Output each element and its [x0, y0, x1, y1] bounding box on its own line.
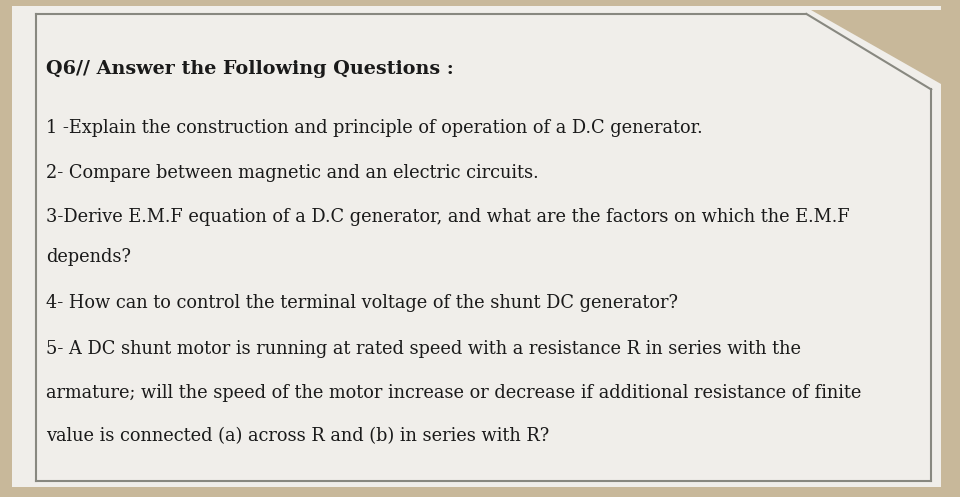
Text: 3-Derive E.M.F equation of a D.C generator, and what are the factors on which th: 3-Derive E.M.F equation of a D.C generat…: [46, 208, 850, 226]
Text: 1 -Explain the construction and principle of operation of a D.C generator.: 1 -Explain the construction and principl…: [46, 119, 703, 137]
Text: Q6// Answer the Following Questions :: Q6// Answer the Following Questions :: [46, 60, 454, 78]
Polygon shape: [811, 10, 941, 84]
Text: armature; will the speed of the motor increase or decrease if additional resista: armature; will the speed of the motor in…: [46, 384, 861, 402]
FancyBboxPatch shape: [12, 6, 941, 487]
Text: depends?: depends?: [46, 248, 132, 266]
Text: 5- A DC shunt motor is running at rated speed with a resistance R in series with: 5- A DC shunt motor is running at rated …: [46, 340, 801, 358]
Text: 2- Compare between magnetic and an electric circuits.: 2- Compare between magnetic and an elect…: [46, 164, 539, 182]
Text: 4- How can to control the terminal voltage of the shunt DC generator?: 4- How can to control the terminal volta…: [46, 294, 678, 312]
Text: value is connected (a) across R and (b) in series with R?: value is connected (a) across R and (b) …: [46, 427, 549, 445]
